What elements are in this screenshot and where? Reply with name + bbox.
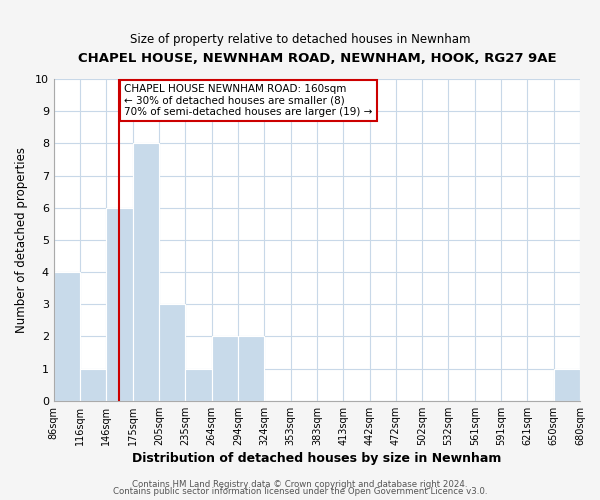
Bar xyxy=(554,368,580,401)
Text: Contains public sector information licensed under the Open Government Licence v3: Contains public sector information licen… xyxy=(113,488,487,496)
Bar xyxy=(133,144,159,401)
Bar xyxy=(54,272,80,401)
Bar xyxy=(159,304,185,401)
X-axis label: Distribution of detached houses by size in Newnham: Distribution of detached houses by size … xyxy=(132,452,502,465)
Text: Contains HM Land Registry data © Crown copyright and database right 2024.: Contains HM Land Registry data © Crown c… xyxy=(132,480,468,489)
Bar xyxy=(106,208,133,401)
Text: Size of property relative to detached houses in Newnham: Size of property relative to detached ho… xyxy=(130,32,470,46)
Text: CHAPEL HOUSE NEWNHAM ROAD: 160sqm
← 30% of detached houses are smaller (8)
70% o: CHAPEL HOUSE NEWNHAM ROAD: 160sqm ← 30% … xyxy=(124,84,373,117)
Bar xyxy=(80,368,106,401)
Bar xyxy=(185,368,212,401)
Bar xyxy=(238,336,264,401)
Title: CHAPEL HOUSE, NEWNHAM ROAD, NEWNHAM, HOOK, RG27 9AE: CHAPEL HOUSE, NEWNHAM ROAD, NEWNHAM, HOO… xyxy=(77,52,556,66)
Bar xyxy=(212,336,238,401)
Y-axis label: Number of detached properties: Number of detached properties xyxy=(15,147,28,333)
